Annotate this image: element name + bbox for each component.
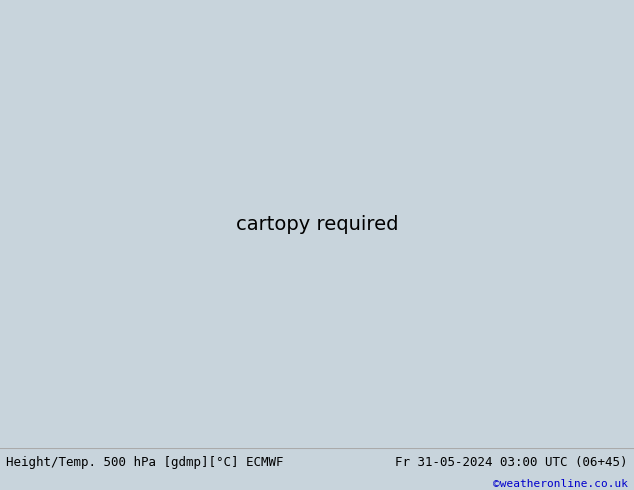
Text: ©weatheronline.co.uk: ©weatheronline.co.uk — [493, 479, 628, 489]
Text: cartopy required: cartopy required — [236, 215, 398, 234]
Text: Fr 31-05-2024 03:00 UTC (06+45): Fr 31-05-2024 03:00 UTC (06+45) — [395, 456, 628, 469]
Text: Height/Temp. 500 hPa [gdmp][°C] ECMWF: Height/Temp. 500 hPa [gdmp][°C] ECMWF — [6, 456, 284, 469]
